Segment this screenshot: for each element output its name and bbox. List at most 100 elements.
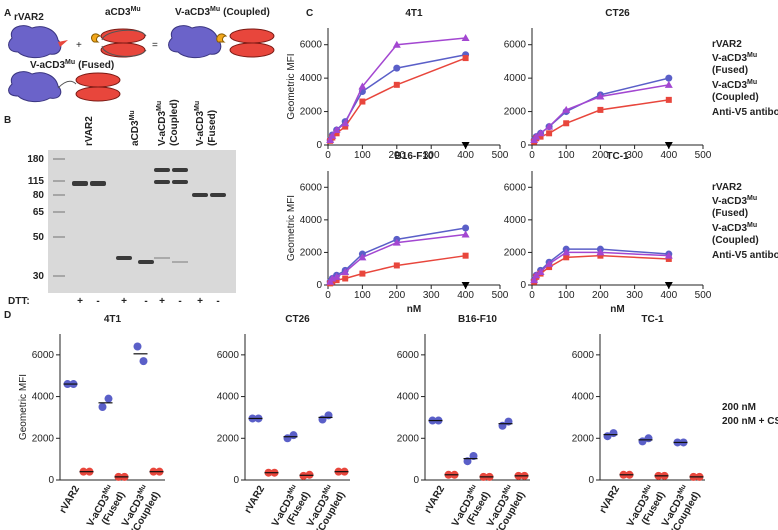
- point: [341, 267, 350, 275]
- marker-label: 30: [33, 271, 45, 282]
- chart-title: CT26: [285, 314, 310, 325]
- point: [665, 255, 672, 262]
- lane-label-line2: (Fused): [207, 110, 218, 146]
- point: [563, 120, 570, 127]
- point: [332, 272, 341, 280]
- legend-entry: V-aCD3Mu(Fused): [712, 195, 757, 219]
- x-tick-label-base: rVAR2: [243, 484, 268, 516]
- legend-entry-sup: Mu: [747, 52, 757, 59]
- diagram-label: V-aCD3Mu (Coupled): [175, 6, 270, 18]
- x-tick-label-sup: Mu: [287, 484, 298, 496]
- legend-entry-base: V-aCD3: [712, 53, 747, 64]
- x-tick-label: 300: [626, 290, 643, 301]
- panel-label: B: [4, 115, 11, 126]
- point: [530, 276, 539, 284]
- y-axis-label: Geometric MFI: [18, 374, 29, 440]
- point: [326, 135, 335, 143]
- lane-label-base: rVAR2: [84, 116, 95, 146]
- axis-line: [599, 334, 705, 481]
- point: [545, 122, 554, 130]
- panel-label: C: [306, 8, 313, 19]
- x-tick-label: 200: [388, 150, 405, 161]
- y-tick-label: 4000: [504, 73, 527, 84]
- y-axis-label-text: Geometric MFI: [286, 195, 297, 261]
- axis-line: [327, 28, 500, 146]
- point: [104, 394, 113, 403]
- lane-label-text: aCD3Mu: [129, 110, 141, 146]
- x-tick-label: 300: [423, 290, 440, 301]
- y-tick-label: 6000: [32, 350, 55, 361]
- y-tick-label: 0: [316, 140, 322, 151]
- diagram-label-text: V-aCD3Mu (Fused): [30, 59, 114, 71]
- x-tick-label: V-aCD3Mu(Coupled): [305, 484, 347, 530]
- diagram-label: =: [152, 40, 158, 51]
- marker-label: 115: [28, 176, 45, 187]
- point: [359, 98, 366, 105]
- point: [665, 96, 672, 103]
- diagram-label-base: aCD3: [105, 7, 131, 18]
- y-tick-label: 2000: [397, 433, 420, 444]
- y-axis-label: Geometric MFI: [286, 53, 297, 119]
- x-tick-label: rVAR2: [58, 484, 83, 516]
- point: [469, 452, 478, 461]
- lane-label-base: V-aCD3: [195, 111, 206, 146]
- y-tick-label: 4000: [504, 215, 527, 226]
- point: [462, 252, 469, 259]
- point: [461, 34, 470, 42]
- x-tick-label-sup: Mu: [322, 484, 333, 496]
- lane-label-sup: Mu: [156, 101, 163, 111]
- point: [393, 262, 400, 269]
- dtt-label: DTT:: [8, 296, 30, 307]
- y-tick-label: 4000: [300, 215, 323, 226]
- y-tick-label: 0: [413, 475, 419, 486]
- legend-entry: Anti-V5 antibody: [712, 250, 778, 261]
- point: [328, 131, 337, 139]
- x-tick-label: 200: [592, 150, 609, 161]
- lane-label-text: V-aCD3Mu: [194, 101, 206, 146]
- chart-title: TC-1: [641, 314, 664, 325]
- point: [596, 92, 605, 100]
- gel-image: [48, 150, 236, 293]
- x-tick-label-sup: Mu: [677, 484, 688, 496]
- x-tick-label-sup: Mu: [642, 484, 653, 496]
- dtt-sign: +: [159, 296, 165, 307]
- chart-title: CT26: [605, 8, 630, 19]
- y-tick-label: 6000: [572, 350, 595, 361]
- x-tick-label: 0: [529, 150, 535, 161]
- point: [597, 252, 604, 259]
- point: [359, 270, 366, 277]
- legend-entry: V-aCD3Mu(Coupled): [712, 222, 759, 246]
- x-tick-label-base: rVAR2: [598, 484, 623, 516]
- point: [546, 130, 553, 137]
- legend-entry-text: Anti-V5 antibody: [712, 250, 778, 261]
- point: [562, 105, 571, 113]
- axis-line: [531, 171, 703, 286]
- x-tick-label: 400: [457, 290, 474, 301]
- legend-entry-line2: (Coupled): [712, 92, 759, 103]
- series-line: [329, 254, 466, 284]
- legend-entry-text: Anti-V5 antibody: [712, 107, 778, 118]
- y-axis-label-text: Geometric MFI: [18, 374, 29, 440]
- x-tick-label-text: rVAR2: [598, 484, 623, 516]
- legend-entry-sup: Mu: [747, 195, 757, 202]
- legend-entry-text: rVAR2: [712, 39, 742, 50]
- lane-label: aCD3Mu: [129, 110, 141, 146]
- y-tick-label: 4000: [572, 392, 595, 403]
- diagram-label-text: aCD3Mu: [105, 6, 141, 18]
- legend-entry-text: V-aCD3Mu: [712, 79, 757, 91]
- dtt-sign: -: [178, 296, 181, 307]
- lane-label-sup: Mu: [194, 101, 201, 111]
- point: [597, 106, 604, 113]
- legend-entry: rVAR2: [712, 39, 742, 50]
- y-tick-label: 2000: [504, 107, 527, 118]
- legend-entry-text: V-aCD3Mu: [712, 52, 757, 64]
- point: [532, 132, 541, 140]
- legend-entry: rVAR2: [712, 182, 742, 193]
- point: [333, 130, 340, 137]
- x-tick-label: 300: [423, 150, 440, 161]
- point: [98, 403, 107, 411]
- point: [392, 238, 401, 246]
- point: [333, 277, 340, 284]
- legend-entry: V-aCD3Mu(Coupled): [712, 79, 759, 103]
- x-tick-label: 0: [325, 150, 331, 161]
